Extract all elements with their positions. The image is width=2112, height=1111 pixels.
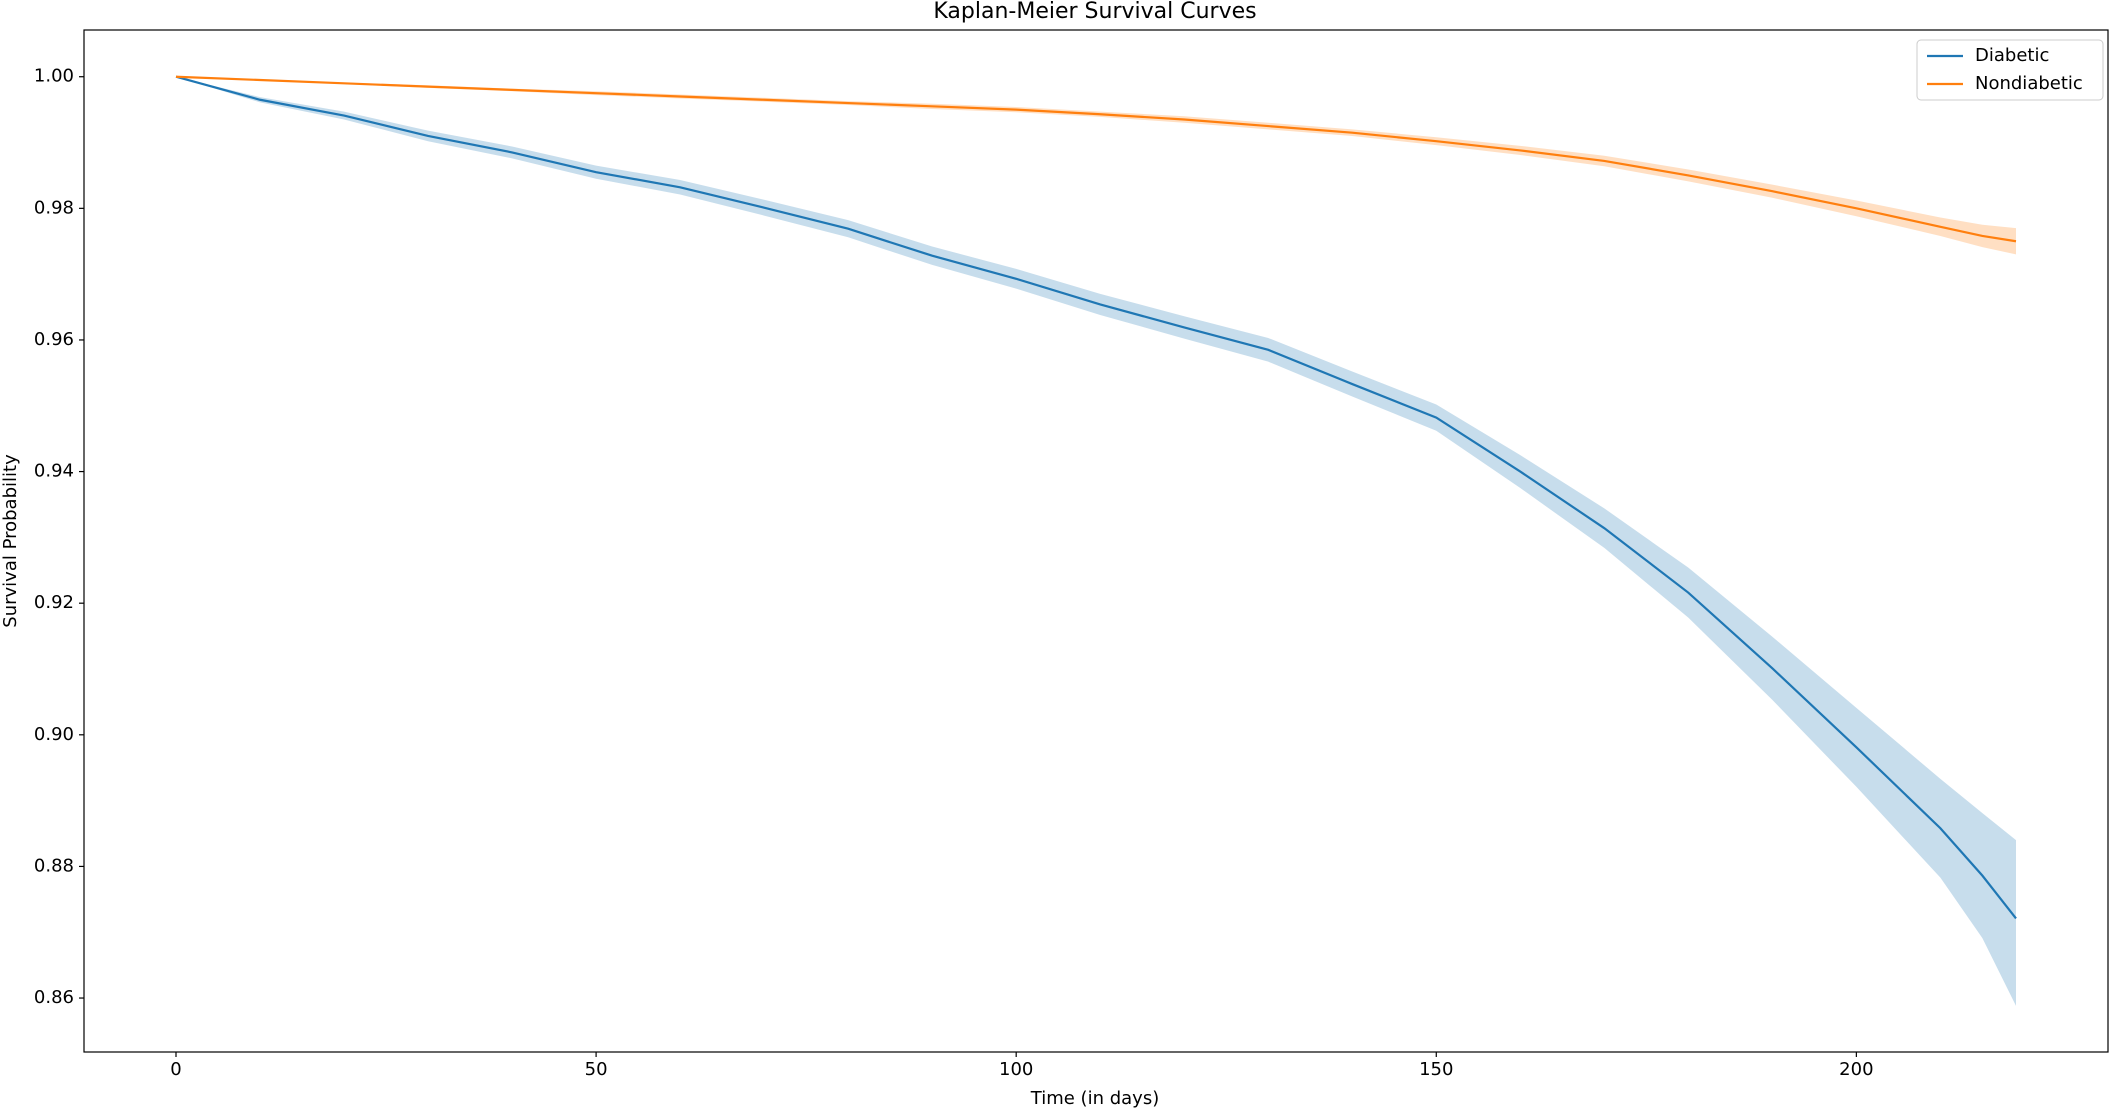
y-tick-label: 0.90 <box>34 724 74 745</box>
confidence-band <box>176 76 2016 255</box>
plot-frame <box>83 29 2109 1053</box>
y-tick-label: 0.86 <box>34 987 74 1008</box>
x-tick-label: 100 <box>999 1059 1033 1080</box>
x-tick-label: 150 <box>1419 1059 1453 1080</box>
legend-box <box>1916 39 2104 101</box>
y-tick-label: 1.00 <box>34 66 74 87</box>
y-tick-label: 0.92 <box>34 592 74 613</box>
confidence-band <box>176 76 2016 1006</box>
x-tick-label: 0 <box>170 1059 181 1080</box>
y-tick-label: 0.96 <box>34 329 74 350</box>
legend-label: Diabetic <box>1975 45 2049 66</box>
y-tick-label: 0.88 <box>34 855 74 876</box>
x-tick-label: 200 <box>1839 1059 1873 1080</box>
y-axis-label: Survival Probability <box>0 454 21 628</box>
legend-label: Nondiabetic <box>1975 73 2083 94</box>
y-tick-label: 0.98 <box>34 197 74 218</box>
survival-line <box>175 75 2017 920</box>
survival-line <box>175 75 2017 243</box>
chart-title: Kaplan-Meier Survival Curves <box>933 0 1256 24</box>
y-tick-label: 0.94 <box>34 461 74 482</box>
x-tick-label: 50 <box>585 1059 608 1080</box>
x-axis-label: Time (in days) <box>1030 1088 1159 1109</box>
